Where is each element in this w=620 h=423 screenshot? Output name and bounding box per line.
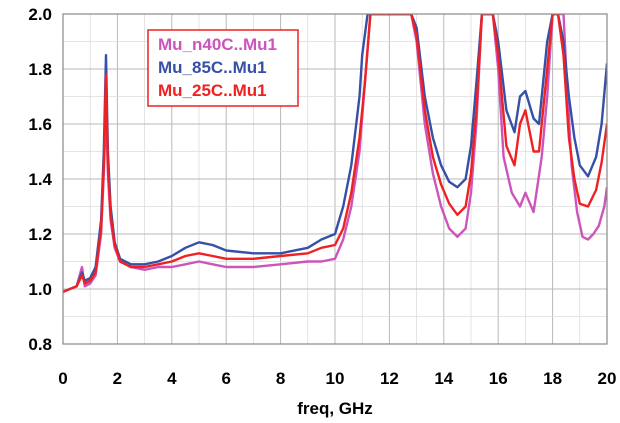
x-tick-label: 16 bbox=[489, 369, 508, 388]
x-tick-label: 18 bbox=[543, 369, 562, 388]
plot-border bbox=[62, 13, 608, 345]
x-tick-label: 12 bbox=[380, 369, 399, 388]
y-tick-label: 1.8 bbox=[28, 60, 52, 79]
legend-entry: Mu_n40C..Mu1 bbox=[158, 35, 277, 54]
x-tick-label: 14 bbox=[434, 369, 453, 388]
x-tick-label: 4 bbox=[167, 369, 177, 388]
x-tick-label: 20 bbox=[598, 369, 617, 388]
y-tick-label: 1.2 bbox=[28, 225, 52, 244]
x-tick-label: 8 bbox=[276, 369, 285, 388]
y-axis-tick-labels: 0.8 1.0 1.2 1.4 1.6 1.8 2.0 bbox=[28, 5, 52, 354]
x-axis-title: freq, GHz bbox=[297, 399, 373, 418]
grid bbox=[62, 13, 608, 345]
y-tick-label: 1.6 bbox=[28, 115, 52, 134]
legend: Mu_n40C..Mu1 Mu_85C..Mu1 Mu_25C..Mu1 bbox=[147, 29, 299, 107]
series-group bbox=[63, 14, 607, 293]
y-tick-label: 1.0 bbox=[28, 280, 52, 299]
x-tick-label: 10 bbox=[326, 369, 345, 388]
x-tick-label: 2 bbox=[113, 369, 122, 388]
y-tick-label: 1.4 bbox=[28, 170, 52, 189]
x-tick-label: 0 bbox=[58, 369, 67, 388]
y-tick-label: 0.8 bbox=[28, 335, 52, 354]
legend-entry: Mu_25C..Mu1 bbox=[158, 81, 267, 100]
legend-box bbox=[147, 29, 299, 107]
x-axis-tick-labels: 0 2 4 6 8 10 12 14 16 18 20 bbox=[58, 369, 616, 388]
series-line bbox=[63, 14, 607, 293]
y-tick-label: 2.0 bbox=[28, 5, 52, 24]
legend-entry: Mu_85C..Mu1 bbox=[158, 58, 267, 77]
x-tick-label: 6 bbox=[221, 369, 230, 388]
